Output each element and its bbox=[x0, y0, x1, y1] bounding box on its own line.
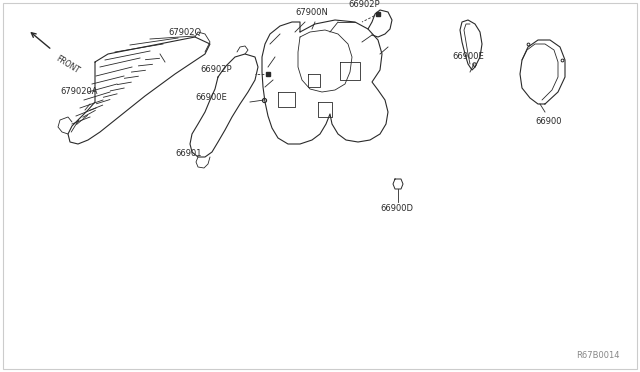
Text: 66900E: 66900E bbox=[195, 93, 227, 103]
Text: 66900D: 66900D bbox=[380, 204, 413, 213]
Text: 66900E: 66900E bbox=[452, 52, 484, 61]
Text: 66901: 66901 bbox=[175, 150, 202, 158]
Text: 67902Q: 67902Q bbox=[168, 28, 201, 37]
Text: 66902P: 66902P bbox=[200, 65, 232, 74]
Text: R67B0014: R67B0014 bbox=[577, 351, 620, 360]
Text: 67900N: 67900N bbox=[295, 8, 328, 17]
Text: FRONT: FRONT bbox=[54, 54, 81, 76]
Text: 66900: 66900 bbox=[535, 117, 561, 126]
Text: 679020A: 679020A bbox=[60, 87, 97, 96]
Text: 66902P: 66902P bbox=[348, 0, 380, 9]
